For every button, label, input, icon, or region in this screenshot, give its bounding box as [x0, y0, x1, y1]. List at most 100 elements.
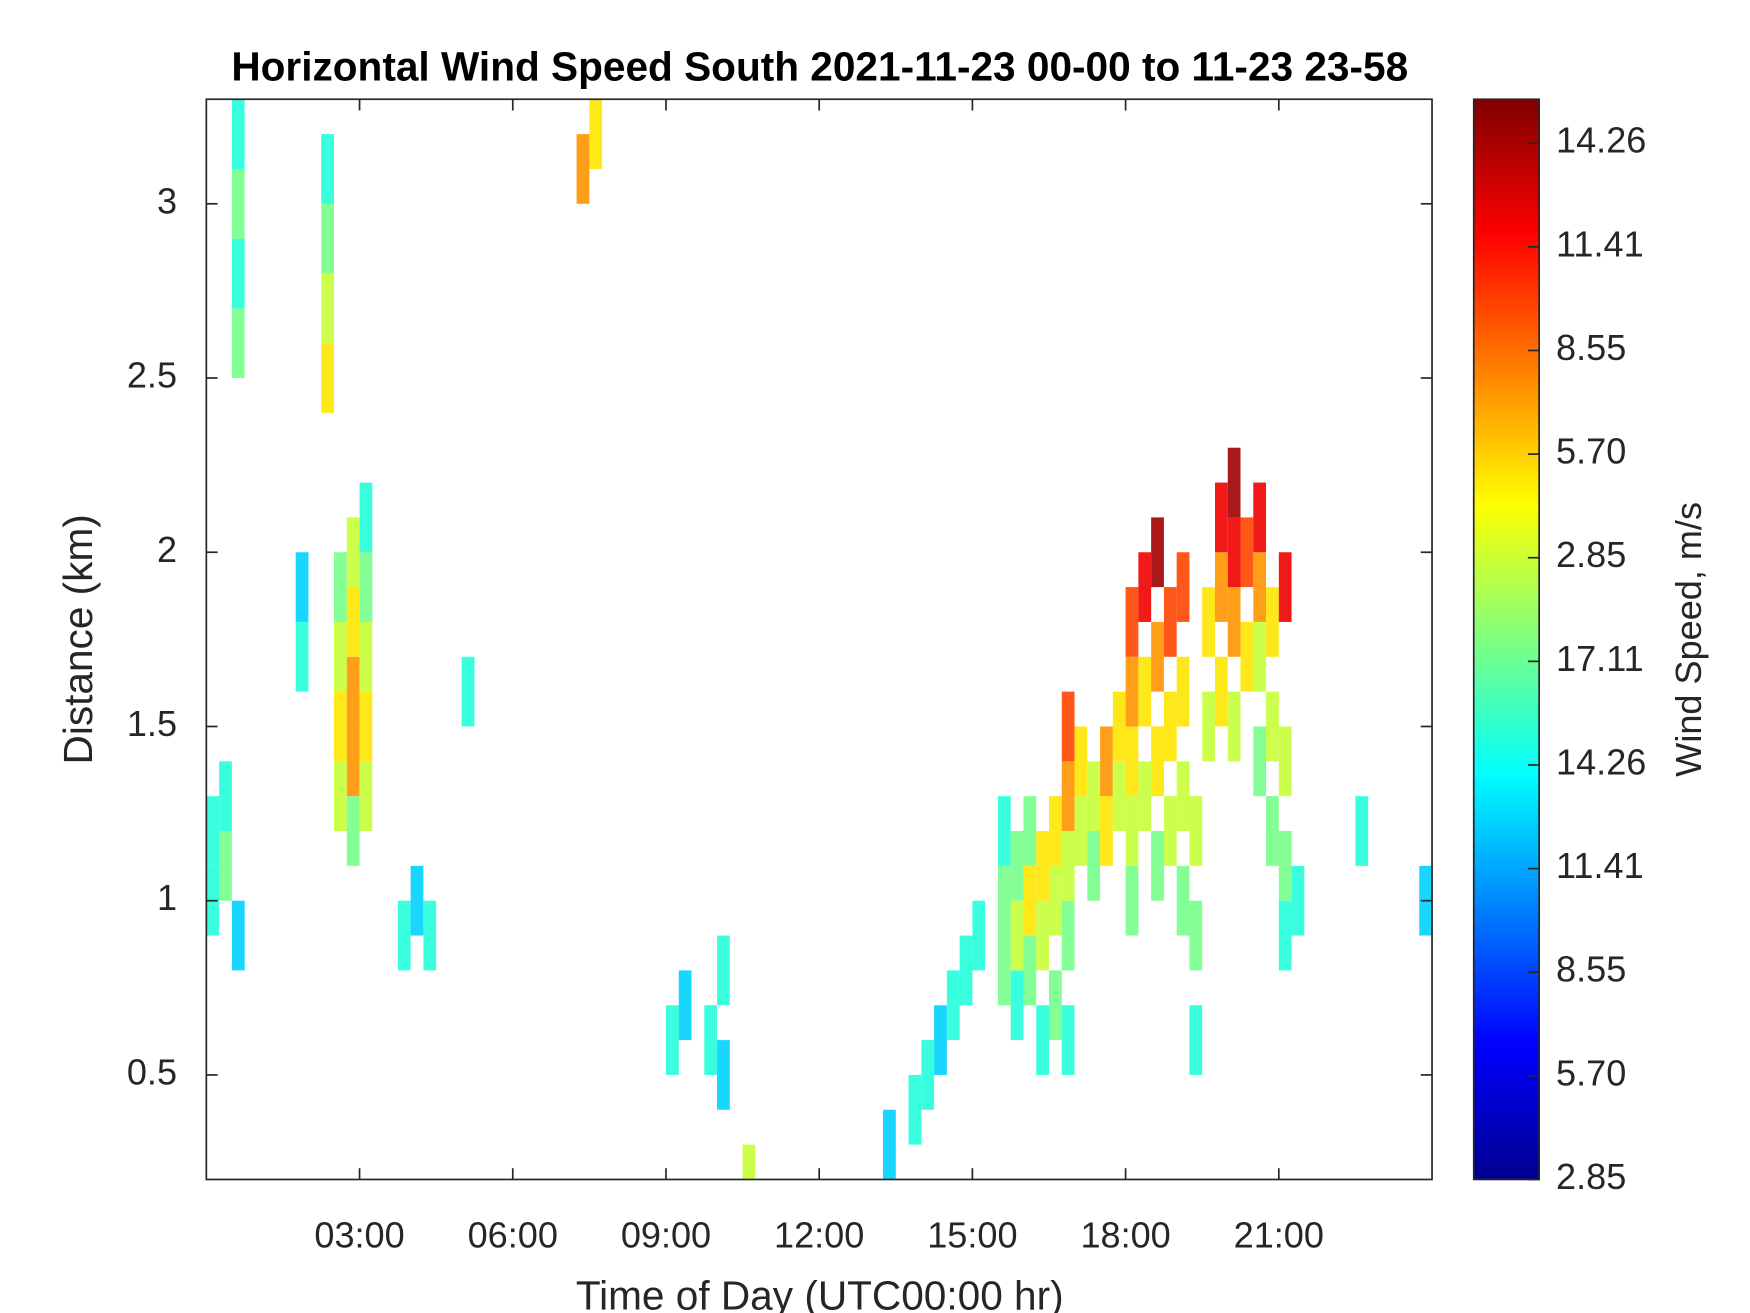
heatmap-cell [321, 203, 335, 274]
colorbar-tick-label: 5.70 [1556, 431, 1626, 472]
heatmap-cell [1010, 970, 1024, 1041]
heatmap-cell [1151, 831, 1164, 901]
heatmap-cell [359, 761, 373, 832]
heatmap-cell [1138, 761, 1152, 832]
heatmap-cell [972, 900, 986, 971]
y-axis-label: Distance (km) [55, 514, 101, 764]
heatmap-cell [1189, 796, 1203, 866]
heatmap-cell [1023, 796, 1037, 866]
y-tick-label: 2 [157, 529, 177, 570]
y-tick-label: 1.5 [127, 703, 177, 744]
heatmap-cell [321, 134, 335, 204]
heatmap-cell [1227, 587, 1241, 657]
heatmap-cell [1189, 1005, 1203, 1075]
heatmap-cell [461, 656, 475, 727]
heatmap-cell [359, 621, 373, 692]
heatmap-cell [1227, 447, 1241, 518]
x-tick-label: 15:00 [927, 1215, 1017, 1256]
heatmap-cell [295, 621, 309, 692]
heatmap-cell [231, 900, 245, 971]
heatmap-cell [1278, 831, 1292, 901]
heatmap-cell [1048, 970, 1062, 1041]
heatmap-cell [1100, 726, 1113, 797]
heatmap-cell [1163, 587, 1177, 657]
heatmap-cell [1214, 482, 1228, 553]
heatmap-cell [1138, 552, 1152, 622]
heatmap-cell [1176, 552, 1190, 622]
heatmap-cell [883, 1109, 896, 1180]
y-tick-label: 3 [157, 180, 177, 221]
heatmap-cell [1227, 691, 1241, 762]
heatmap-cell [346, 587, 360, 657]
heatmap-cell [1214, 552, 1228, 622]
heatmap-cell [359, 691, 373, 762]
heatmap-cell [295, 552, 309, 622]
heatmap-cell [231, 308, 245, 379]
heatmap-cell [921, 1040, 935, 1110]
heatmap-cell [997, 865, 1011, 936]
heatmap-cell [334, 761, 347, 832]
heatmap-cell [1176, 656, 1190, 727]
heatmap-cell [346, 517, 360, 588]
heatmap-cell [1087, 761, 1101, 832]
heatmap-cell [908, 1074, 922, 1145]
heatmap-cell [321, 343, 335, 413]
heatmap-cell [1100, 796, 1113, 866]
heatmap-cell [1253, 726, 1267, 797]
heatmap-cell [1036, 831, 1049, 901]
heatmap-cell [1227, 517, 1241, 588]
heatmap-cell [1125, 726, 1139, 797]
x-axis-label: Time of Day (UTC00:00 hr) [576, 1273, 1064, 1313]
heatmap-cell [219, 761, 232, 832]
heatmap-cell [410, 865, 424, 936]
heatmap-cell [1278, 900, 1292, 971]
heatmap-cell [1036, 1005, 1049, 1075]
heatmap-cell [1112, 691, 1126, 762]
y-tick-label: 1 [157, 877, 177, 918]
colorbar-tick-label: 14.26 [1556, 120, 1646, 161]
heatmap-cell [1266, 796, 1279, 866]
heatmap-cell [206, 796, 220, 866]
colorbar-tick-label: 17.11 [1556, 638, 1644, 679]
heatmap-cell [1355, 796, 1369, 866]
heatmap-cell [717, 1040, 730, 1110]
heatmap-cell [1074, 726, 1088, 797]
y-tick-label: 2.5 [127, 355, 177, 396]
heatmap-cell [1048, 865, 1062, 936]
heatmap-cell [1240, 621, 1254, 692]
heatmap-cell [589, 99, 603, 169]
colorbar-tick-label: 11.41 [1556, 845, 1644, 886]
heatmap [206, 99, 1433, 1180]
heatmap-cell [1125, 796, 1139, 866]
colorbar [1472, 98, 1540, 1181]
heatmap-cell [231, 238, 245, 309]
heatmap-cell [1061, 831, 1075, 901]
x-tick-label: 06:00 [468, 1215, 558, 1256]
colorbar-tick-label: 8.55 [1556, 949, 1626, 990]
heatmap-cell [1253, 482, 1267, 553]
y-tick-label: 0.5 [127, 1051, 177, 1092]
x-tick-label: 12:00 [774, 1215, 864, 1256]
heatmap-cell [1163, 691, 1177, 762]
colorbar-label: Wind Speed, m/s [1668, 502, 1709, 777]
heatmap-cell [1112, 761, 1126, 832]
heatmap-cell [1253, 621, 1267, 692]
heatmap-cell [1048, 796, 1062, 866]
x-tick-label: 09:00 [621, 1215, 711, 1256]
heatmap-cell [1087, 831, 1101, 901]
colorbar-tick-label: 2.85 [1556, 534, 1626, 575]
heatmap-cell [1176, 761, 1190, 832]
heatmap-cell [1202, 691, 1215, 762]
heatmap-cell [1138, 656, 1152, 727]
heatmap-cell [665, 1005, 679, 1075]
heatmap-cell [1151, 621, 1164, 692]
colorbar-tick-label: 11.41 [1556, 223, 1644, 264]
colorbar-tick-label: 2.85 [1556, 1156, 1626, 1197]
heatmap-cell [678, 970, 692, 1041]
heatmap-cell [946, 970, 960, 1041]
heatmap-cell [1253, 552, 1267, 622]
heatmap-cell [321, 273, 335, 344]
x-tick-label: 18:00 [1080, 1215, 1170, 1256]
heatmap-cell [1278, 552, 1292, 622]
